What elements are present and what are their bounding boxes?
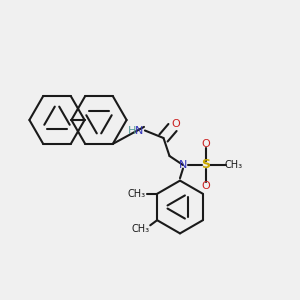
Text: O: O [201, 181, 210, 191]
Text: CH₃: CH₃ [127, 189, 145, 199]
Text: N: N [179, 160, 187, 170]
Text: O: O [201, 139, 210, 149]
Text: S: S [201, 158, 210, 172]
Text: N: N [135, 125, 144, 136]
Text: H: H [128, 125, 136, 136]
Text: CH₃: CH₃ [132, 224, 150, 234]
Text: O: O [172, 119, 181, 129]
Text: CH₃: CH₃ [224, 160, 242, 170]
